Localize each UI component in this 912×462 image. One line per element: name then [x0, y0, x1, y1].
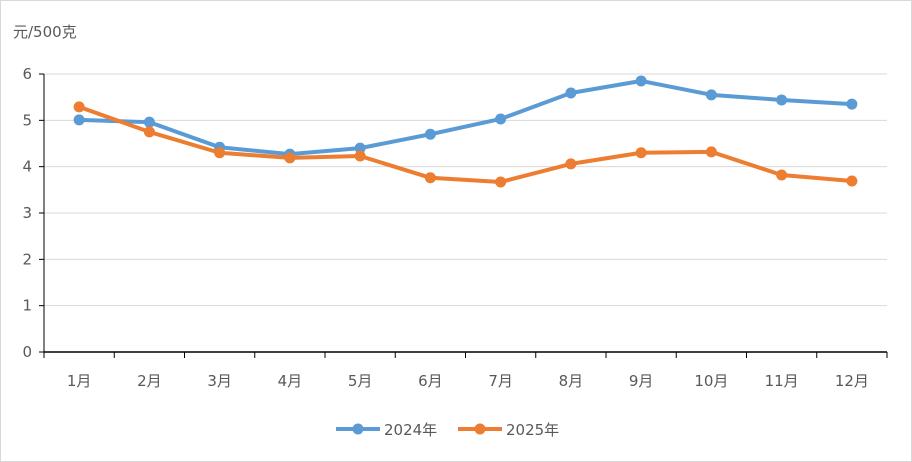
x-tick-label: 6月 [418, 372, 443, 390]
y-tick-label: 6 [22, 65, 32, 83]
y-tick-label: 5 [22, 111, 32, 129]
x-tick-label: 2月 [137, 372, 162, 390]
data-point [214, 147, 226, 159]
data-point [284, 152, 296, 164]
data-point [354, 150, 366, 162]
x-tick-label: 3月 [207, 372, 232, 390]
data-point [143, 126, 155, 138]
data-point [846, 98, 858, 110]
y-tick-label: 3 [22, 204, 32, 222]
x-tick-label: 1月 [67, 372, 92, 390]
data-point [424, 172, 436, 184]
y-axis-label: 元/500克 [13, 23, 77, 41]
series-line [79, 78, 852, 157]
legend-label: 2024年 [384, 421, 437, 439]
y-tick-label: 0 [22, 343, 32, 361]
legend-label: 2025年 [506, 421, 559, 439]
data-point [846, 175, 858, 187]
y-tick-label: 1 [22, 297, 32, 315]
data-point [143, 116, 155, 128]
data-point [495, 113, 507, 125]
x-tick-label: 9月 [629, 372, 654, 390]
data-point [73, 114, 85, 126]
legend-marker [474, 423, 486, 435]
data-point [635, 147, 647, 159]
data-point [565, 158, 577, 170]
x-tick-label: 7月 [488, 372, 513, 390]
y-tick-label: 4 [22, 158, 32, 176]
data-point [776, 94, 788, 106]
data-point [354, 142, 366, 154]
data-point [705, 146, 717, 158]
y-tick-label: 2 [22, 250, 32, 268]
x-tick-label: 4月 [278, 372, 303, 390]
data-point [73, 101, 85, 113]
x-tick-label: 12月 [835, 372, 869, 390]
data-point [705, 89, 717, 101]
x-tick-label: 8月 [559, 372, 584, 390]
data-point [495, 176, 507, 188]
x-tick-label: 11月 [765, 372, 799, 390]
x-tick-label: 10月 [694, 372, 728, 390]
data-point [635, 75, 647, 87]
data-point [565, 87, 577, 99]
legend-marker [352, 423, 364, 435]
data-point [424, 128, 436, 140]
data-point [776, 169, 788, 181]
series-line [78, 105, 853, 184]
x-tick-label: 5月 [348, 372, 373, 390]
